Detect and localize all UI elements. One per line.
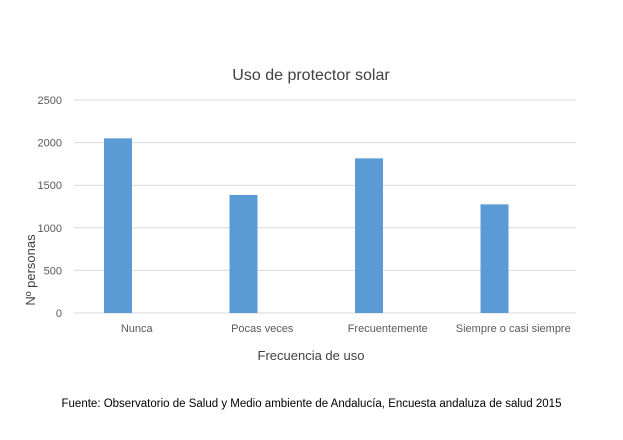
y-tick-label-0: 0 (56, 308, 62, 320)
x-tick-label-0: Nunca (121, 323, 154, 335)
y-tick-label-4: 2000 (38, 138, 62, 150)
bar-0 (104, 138, 132, 313)
y-axis-label: Nº personas (23, 234, 38, 306)
x-tick-label-1: Pocas veces (231, 323, 294, 335)
x-tick-label-3: Siempre o casi siempre (456, 323, 571, 335)
y-tick-label-2: 1000 (38, 223, 62, 235)
x-axis-label: Frecuencia de uso (258, 348, 365, 363)
bar-1 (229, 194, 258, 313)
y-tick-label-5: 2500 (38, 95, 62, 107)
y-axis-ticks: 0 500 1000 1500 2000 2500 (38, 95, 62, 320)
y-tick-label-3: 1500 (38, 180, 62, 192)
y-tick-label-1: 500 (44, 265, 62, 277)
source-note: Fuente: Observatorio de Salud y Medio am… (61, 398, 562, 410)
x-tick-label-2: Frecuentemente (348, 323, 428, 335)
x-axis-ticks: Nunca Pocas veces Frecuentemente Siempre o … (121, 323, 571, 335)
chart-title: Uso de protector solar (232, 67, 390, 84)
bars (104, 138, 509, 313)
bar-2 (355, 158, 383, 313)
bar-3 (480, 204, 509, 313)
